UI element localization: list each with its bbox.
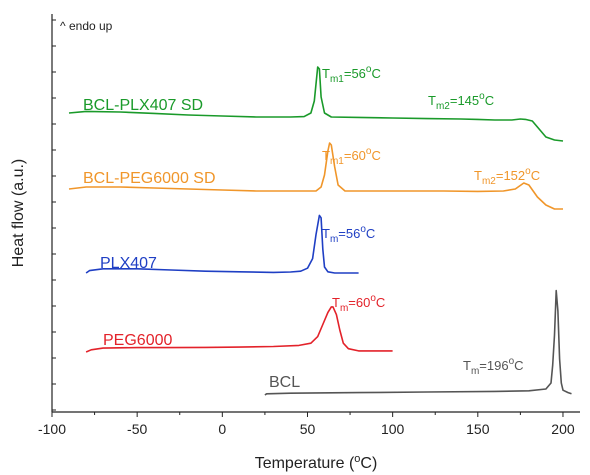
series-layer [68,66,572,396]
x-tick-label: 100 [381,421,405,437]
x-tick-label: -100 [38,421,66,437]
series-line-bcl [264,289,572,396]
series-line-bcl-plx407-sd [68,66,564,142]
series-name-label: BCL [269,374,300,391]
labels-layer: BCL-PLX407 SD Tm1=56oC Tm2=145oC BCL-PEG600… [83,64,540,391]
x-tick-label: 0 [218,421,226,437]
series-name-label: BCL-PLX407 SD [83,97,203,114]
axes [51,14,580,413]
series-line-bcl-peg6000-sd [68,142,563,210]
melting-annotation: Tm=56oC [322,224,375,245]
x-axis-title: Temperature (oC) [255,453,378,472]
melting-annotation: Tm=196oC [463,356,524,377]
melting-annotation: Tm1=56oC [322,64,381,85]
melting-annotation-2: Tm2=145oC [428,91,494,112]
x-tick-label: 150 [466,421,490,437]
series-name-label: BCL-PEG6000 SD [83,170,216,187]
melting-annotation-2: Tm2=152oC [474,166,540,187]
melting-annotation: Tm1=60oC [322,146,381,167]
series-name-label: PLX407 [100,255,157,272]
series-name-label: PEG6000 [103,332,172,349]
y-axis-title: Heat flow (a.u.) [10,159,27,267]
x-tick-label: 50 [300,421,316,437]
series-line-plx407 [85,214,359,274]
x-tick-label: -50 [127,421,147,437]
x-tick-label: 200 [551,421,575,437]
x-ticks: -100 -50 0 50 100 150 200 [38,412,575,437]
melting-annotation: Tm=60oC [332,293,385,314]
y-minor-ticks [52,19,56,411]
series-line-peg6000 [85,306,393,353]
endo-up-note: ^ endo up [60,19,113,33]
